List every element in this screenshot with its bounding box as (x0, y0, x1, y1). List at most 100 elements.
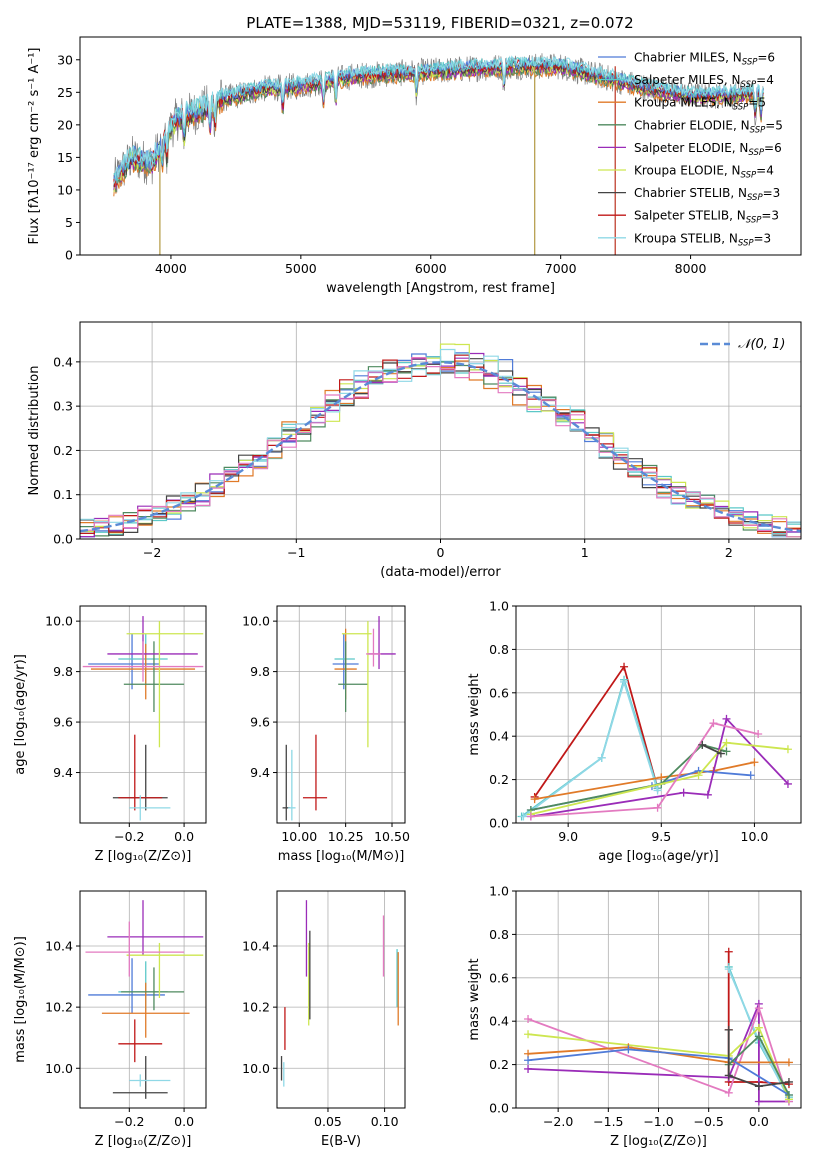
mass-weight-marker (754, 1023, 763, 1032)
mass-weight-marker (754, 1082, 763, 1091)
plot-area (280, 900, 399, 1087)
legend-entry-label: Kroupa STELIB, NSSP=3 (634, 231, 771, 248)
plot-area (517, 662, 792, 821)
mass-weight-marker (653, 786, 662, 795)
mass-weight-marker (784, 1077, 793, 1086)
axes-frame (79, 36, 802, 256)
y-tick-label: 9.4 (53, 765, 73, 780)
model-spectrum-line (113, 57, 764, 181)
y-tick-label: 10.0 (45, 614, 73, 629)
spectrum-legend: Chabrier MILES, NSSP=6 Salpeter MILES, NS… (598, 51, 783, 248)
y-tick-label: 0.3 (53, 399, 73, 414)
legend-entry-label: Salpeter ELODIE, NSSP=6 (634, 141, 782, 158)
y-tick-label: 10.0 (242, 1061, 270, 1076)
x-tick-label: 2 (725, 545, 733, 560)
y-tick-label: 1.0 (489, 599, 509, 614)
x-tick-label: 0 (437, 545, 445, 560)
legend-entry-label: Kroupa MILES, NSSP=5 (634, 96, 766, 113)
residual-histogram-panel: −2 −1 0 1 2 0.0 0.1 0.2 0.3 0.4 (data-model)/error… (27, 321, 802, 580)
y-tick-label: 10.2 (45, 1000, 73, 1015)
plot-area (85, 900, 204, 1099)
mass-weight-marker (620, 677, 629, 686)
mass-weight-marker (722, 738, 731, 747)
mass-weight-marker (694, 771, 703, 780)
axes-frame-group: 0.05 0.10 10.0 10.2 10.4 E(B-V) (242, 890, 406, 1149)
x-tick-label: 0.10 (371, 1114, 399, 1129)
mass-weight-marker (754, 730, 763, 739)
y-tick-label: 15 (57, 150, 73, 165)
x-tick-label: −1 (287, 545, 305, 560)
x-tick-label: 0.0 (749, 1114, 769, 1129)
mass-weight-marker (679, 788, 688, 797)
y-axis-label: mass weight (467, 958, 482, 1040)
y-tick-label: 0.8 (489, 927, 509, 942)
x-tick-label: 0.0 (174, 829, 194, 844)
y-tick-label: 1.0 (489, 884, 509, 899)
weight-vs-metallicity-panel: −2.0 −1.5 −1.0 −0.5 0.0 0.0 0.2 0.4 0.6 0.8 1.0 Z [… (467, 884, 802, 1149)
y-tick-label: 9.8 (250, 664, 270, 679)
legend-entry-label: Chabrier STELIB, NSSP=3 (634, 186, 780, 203)
mass-weight-marker (724, 1088, 733, 1097)
y-tick-label: 0.1 (53, 487, 73, 502)
y-tick-label: 9.4 (250, 765, 270, 780)
spectrum-panel: 4000 5000 6000 7000 8000 0 5 10 15 20 25 30 waveleng… (27, 36, 802, 296)
mass-weight-marker (597, 753, 606, 762)
plot-area (82, 616, 204, 821)
axes-frame (79, 605, 207, 824)
y-tick-label: 0.2 (53, 443, 73, 458)
mass-weight-marker (724, 1071, 733, 1080)
mass-weight-line (530, 741, 789, 816)
mass-weight-marker (722, 714, 731, 723)
y-tick-label: 10.4 (45, 939, 73, 954)
y-tick-label: 10 (57, 182, 73, 197)
mass-weight-marker (709, 719, 718, 728)
normal-distribution-curve (80, 361, 801, 533)
y-tick-label: 10.4 (242, 939, 270, 954)
y-axis-label: Normed distribution (27, 366, 42, 496)
axes-frame (276, 890, 406, 1109)
legend-entry-label: Chabrier ELODIE, NSSP=5 (634, 118, 783, 135)
x-tick-label: 10.0 (741, 829, 769, 844)
y-tick-label: 10.0 (45, 1061, 73, 1076)
y-tick-label: 30 (57, 52, 73, 67)
y-axis-label: Flux [fλ10⁻¹⁷ erg cm⁻² s⁻¹ A⁻¹] (27, 48, 42, 245)
y-tick-label: 9.6 (250, 715, 270, 730)
mass-weight-marker (716, 749, 725, 758)
y-tick-label: 0 (65, 248, 73, 263)
mass-weight-marker (784, 1090, 793, 1099)
weight-vs-age-panel: 9.0 9.5 10.0 0.0 0.2 0.4 0.6 0.8 1.0 age [log₁₀(a… (467, 599, 802, 864)
x-tick-label: 5000 (285, 261, 317, 276)
x-tick-label: 6000 (415, 261, 447, 276)
axes-frame (79, 890, 207, 1109)
model-spectrum-line (113, 55, 764, 184)
y-tick-label: 9.6 (53, 715, 73, 730)
axes-frame (515, 605, 802, 824)
mass-weight-line (527, 1048, 790, 1096)
y-tick-label: 10.0 (242, 614, 270, 629)
y-tick-label: 0.0 (53, 532, 73, 547)
x-axis-label: age [log₁₀(age/yr)] (598, 849, 719, 864)
x-tick-label: 9.5 (651, 829, 671, 844)
legend-entry-label: Salpeter STELIB, NSSP=3 (634, 209, 779, 226)
y-tick-label: 0.4 (53, 354, 73, 369)
mass-weight-line (530, 722, 759, 818)
mass-weight-line (534, 761, 755, 800)
plot-area (80, 343, 801, 538)
mass-weight-marker (703, 790, 712, 799)
y-tick-label: 5 (65, 215, 73, 230)
residual-histogram-step (80, 357, 801, 538)
y-tick-label: 25 (57, 85, 73, 100)
age-vs-metallicity-panel: −0.2 0.0 9.4 9.6 9.8 10.0 Z [log₁₀(Z/Z⊙)] age [… (13, 605, 207, 864)
x-tick-label: 10.25 (328, 829, 364, 844)
axes-frame-group: 4000 5000 6000 7000 8000 0 5 10 15 20 25 30 waveleng… (27, 36, 802, 296)
legend-entry-label: Salpeter MILES, NSSP=4 (634, 73, 774, 90)
mass-weight-line (521, 676, 659, 818)
x-tick-label: 1 (581, 545, 589, 560)
age-vs-mass-panel: 10.00 10.25 10.50 9.4 9.6 9.8 10.0 mass [log₁₀(… (242, 605, 410, 864)
plot-area (282, 616, 396, 821)
x-tick-label: −0.2 (114, 1114, 144, 1129)
y-tick-label: 0.8 (489, 642, 509, 657)
mass-weight-marker (746, 771, 755, 780)
mass-weight-marker (653, 803, 662, 812)
